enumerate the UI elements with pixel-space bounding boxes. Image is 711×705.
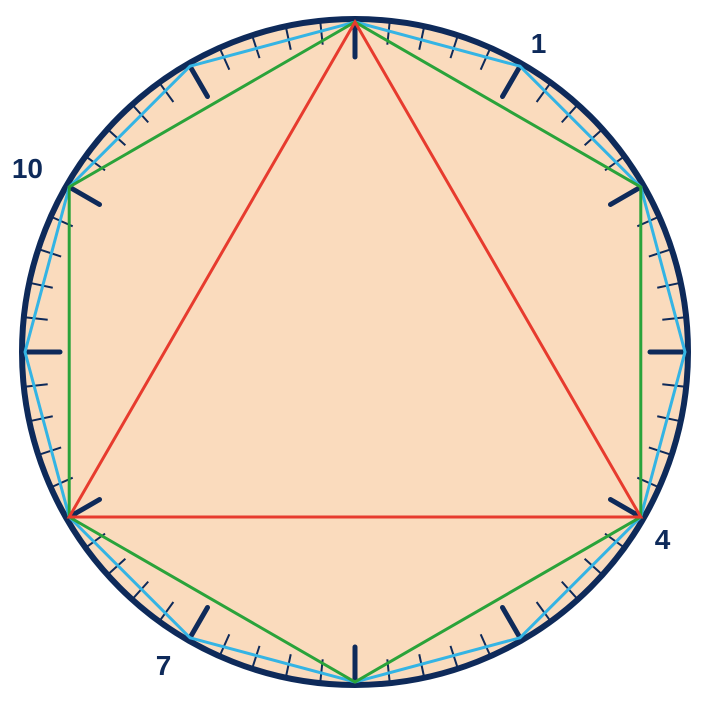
tick-label-4: 4: [655, 524, 671, 556]
tick-label-7: 7: [156, 650, 172, 682]
tick-label-1: 1: [531, 28, 547, 60]
labels-layer: 1 4 7 10: [0, 0, 711, 705]
tick-label-10: 10: [12, 153, 43, 185]
